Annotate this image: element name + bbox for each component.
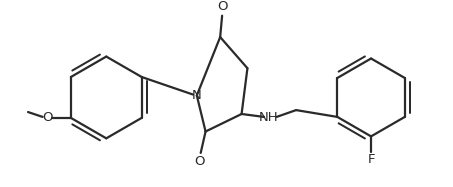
Text: F: F xyxy=(367,153,375,166)
Text: O: O xyxy=(194,155,205,168)
Text: N: N xyxy=(192,89,202,102)
Text: O: O xyxy=(217,0,227,13)
Text: NH: NH xyxy=(259,111,279,124)
Text: O: O xyxy=(42,111,53,124)
